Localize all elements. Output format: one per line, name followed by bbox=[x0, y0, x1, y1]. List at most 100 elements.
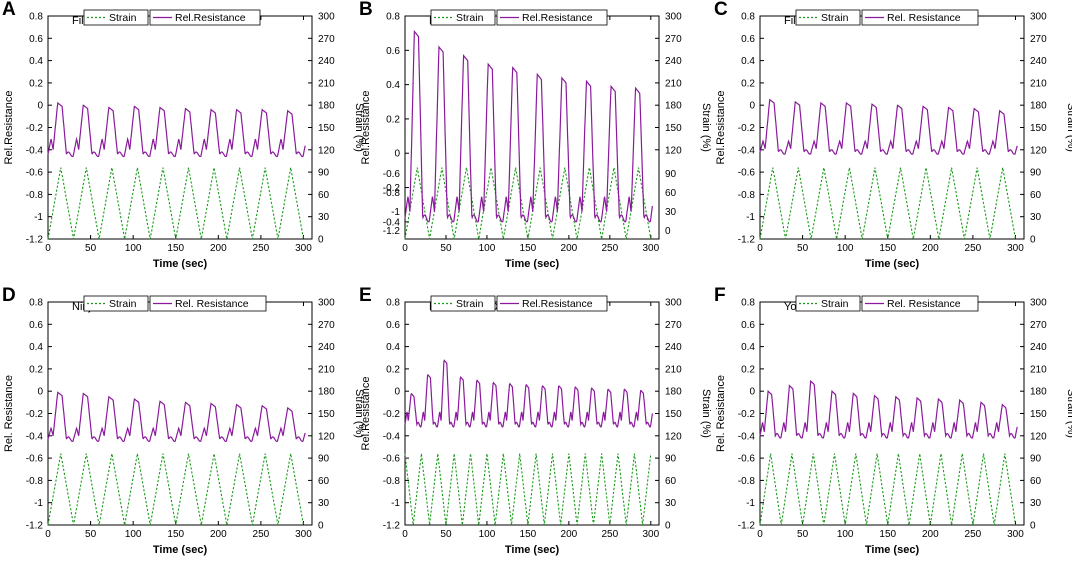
y2-tick-label: 180 bbox=[318, 387, 335, 398]
plot-frame bbox=[759, 15, 1025, 240]
y-tick-label: 0 bbox=[394, 387, 400, 398]
x-tick-label: 50 bbox=[85, 529, 97, 540]
strain-series bbox=[47, 167, 305, 240]
y2-tick-label: 270 bbox=[665, 34, 682, 45]
x-tick-label: 100 bbox=[125, 243, 142, 254]
y-tick-label: -1 bbox=[746, 498, 755, 509]
strain-series bbox=[404, 167, 652, 240]
y2-tick-label: 60 bbox=[318, 190, 330, 201]
y2-tick-label: 300 bbox=[1030, 298, 1047, 309]
y-tick-label: 0.4 bbox=[386, 342, 400, 353]
y2-tick-label: 210 bbox=[665, 364, 682, 375]
y-tick-label: -0.8 bbox=[383, 476, 401, 487]
y2-tick-label: 0 bbox=[318, 235, 324, 246]
x-axis-label: Time (sec) bbox=[865, 544, 920, 556]
legend-box-strain bbox=[795, 295, 861, 312]
legend-box-resistance bbox=[496, 9, 608, 26]
x-tick-label: 50 bbox=[85, 243, 97, 254]
y-tick-label: -0.6 bbox=[26, 168, 44, 179]
y2-axis-label: Strain (%) bbox=[700, 389, 712, 438]
x-tick-label: 50 bbox=[797, 529, 809, 540]
panel-letter: F bbox=[714, 285, 726, 306]
y2-axis-label: Strain (%) bbox=[353, 103, 365, 152]
y-tick-label: 0.4 bbox=[386, 80, 400, 91]
strain-series bbox=[47, 453, 305, 526]
x-tick-label: 100 bbox=[837, 243, 854, 254]
y2-tick-label: 0 bbox=[665, 226, 671, 237]
y-tick-label: 0.8 bbox=[741, 298, 755, 309]
y2-tick-label: 210 bbox=[1030, 78, 1047, 89]
y-tick-label: -0.6 bbox=[738, 168, 756, 179]
y-tick-label: -1 bbox=[34, 212, 43, 223]
y-tick-label: 0.2 bbox=[741, 78, 755, 89]
x-tick-label: 0 bbox=[402, 529, 408, 540]
legend-box-strain bbox=[83, 295, 149, 312]
y-tick-label: -1 bbox=[391, 498, 400, 509]
y-tick-label: 0.6 bbox=[386, 46, 400, 57]
y-tick-label: -1.2 bbox=[738, 235, 756, 246]
y2-tick-label: 60 bbox=[318, 476, 330, 487]
y2-tick-label: 0 bbox=[1030, 235, 1036, 246]
x-tick-label: 100 bbox=[125, 529, 142, 540]
x-tick-label: 0 bbox=[45, 529, 51, 540]
x-tick-label: 250 bbox=[253, 243, 270, 254]
x-tick-label: 150 bbox=[167, 243, 184, 254]
y2-tick-label: 180 bbox=[1030, 387, 1047, 398]
panel-letter: B bbox=[359, 0, 373, 20]
y-tick-label: 0.2 bbox=[29, 78, 43, 89]
x-tick-label: 250 bbox=[601, 243, 618, 254]
x-tick-label: 100 bbox=[479, 529, 496, 540]
y-tick-label: 0.8 bbox=[386, 12, 400, 23]
y-tick-label: 0.6 bbox=[741, 320, 755, 331]
y2-tick-label: 240 bbox=[665, 56, 682, 67]
y2-tick-label: 30 bbox=[318, 212, 330, 223]
x-tick-label: 300 bbox=[642, 529, 659, 540]
y-tick-label: 0 bbox=[749, 387, 755, 398]
y2-tick-label: 120 bbox=[1030, 145, 1047, 156]
y2-tick-label: 240 bbox=[318, 342, 335, 353]
y-axis-label: Rel.Resistance bbox=[715, 91, 727, 165]
y-tick-label: -0.6 bbox=[383, 169, 401, 180]
legend-label-strain: Strain bbox=[821, 298, 849, 310]
x-axis-label: Time (sec) bbox=[505, 258, 560, 270]
x-tick-label: 200 bbox=[922, 529, 939, 540]
x-tick-label: 150 bbox=[520, 243, 537, 254]
y-tick-label: 0.6 bbox=[741, 34, 755, 45]
y2-tick-label: 150 bbox=[318, 123, 335, 134]
x-axis-label: Time (sec) bbox=[153, 258, 208, 270]
y2-tick-label: 30 bbox=[318, 498, 330, 509]
legend-box-strain bbox=[795, 9, 861, 26]
y-tick-label: -1.2 bbox=[26, 235, 44, 246]
x-tick-label: 100 bbox=[479, 243, 496, 254]
y-tick-label: 0.8 bbox=[29, 12, 43, 23]
y2-tick-label: 90 bbox=[1030, 454, 1042, 465]
y-axis-label: Rel.Resistance bbox=[360, 377, 372, 451]
resistance-series bbox=[759, 379, 1018, 439]
y-tick-label: -0.6 bbox=[738, 454, 756, 465]
y-tick-label: -0.2 bbox=[26, 409, 44, 420]
x-tick-label: 300 bbox=[295, 243, 312, 254]
legend-box-strain bbox=[430, 295, 496, 312]
y2-tick-label: 90 bbox=[318, 454, 330, 465]
legend-label-resistance: Rel. Resistance bbox=[175, 298, 249, 310]
y-tick-label: 0.8 bbox=[741, 12, 755, 23]
y2-tick-label: 120 bbox=[665, 431, 682, 442]
y2-axis-label: Strain (%) bbox=[1065, 389, 1072, 438]
legend-box-resistance bbox=[496, 295, 608, 312]
y-tick-label: 0.6 bbox=[29, 34, 43, 45]
x-tick-label: 250 bbox=[601, 529, 618, 540]
y-tick-label: -0.8 bbox=[26, 190, 44, 201]
y2-tick-label: 300 bbox=[318, 298, 335, 309]
plot-frame bbox=[47, 301, 313, 526]
legend-label-resistance: Rel. Resistance bbox=[887, 12, 961, 24]
y-tick-label: -0.4 bbox=[738, 431, 756, 442]
y2-tick-label: 120 bbox=[665, 145, 682, 156]
y-tick-label: 0.6 bbox=[386, 320, 400, 331]
y-tick-label: 0.2 bbox=[386, 114, 400, 125]
y2-tick-label: 210 bbox=[318, 78, 335, 89]
x-tick-label: 300 bbox=[1007, 529, 1024, 540]
plot-frame bbox=[47, 15, 313, 240]
